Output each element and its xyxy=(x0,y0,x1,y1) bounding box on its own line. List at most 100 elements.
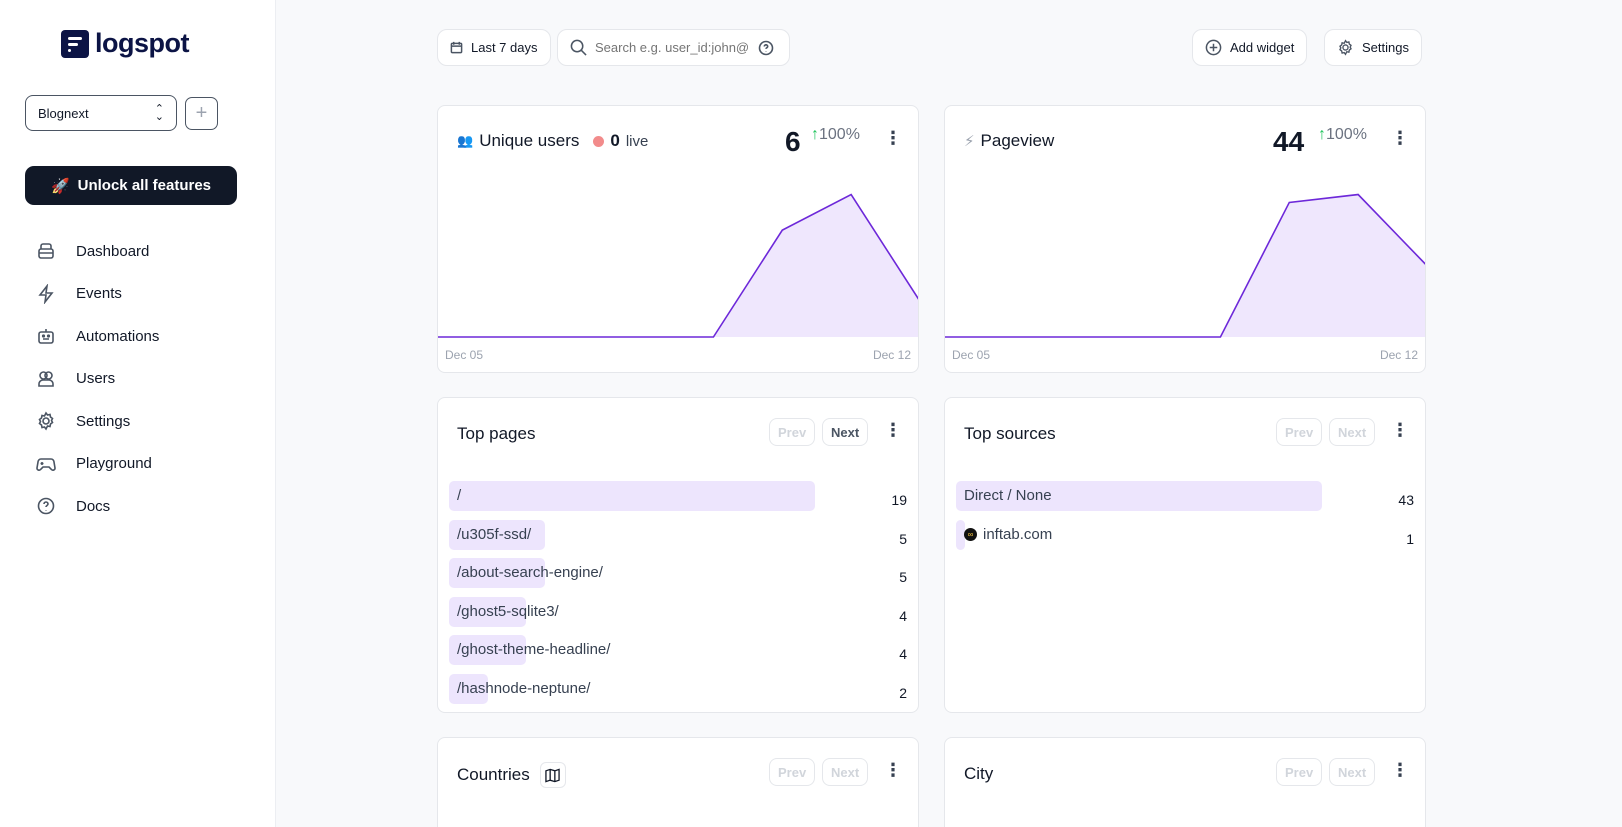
item-label: Direct / None xyxy=(964,487,1052,504)
sidebar-item-events[interactable]: Events xyxy=(36,273,159,316)
more-options-icon[interactable]: ⋮ xyxy=(1391,420,1409,440)
pageview-widget: ⚡︎ Pageview 44 ↑100% ⋮ Dec 05 Dec 12 xyxy=(944,105,1426,373)
item-label-text: /about-search-engine/ xyxy=(457,564,603,581)
sidebar-item-automations[interactable]: Automations xyxy=(36,315,159,358)
settings-label: Settings xyxy=(1362,40,1409,55)
total-value: 6 xyxy=(785,126,801,157)
list-item[interactable]: /ghost-theme-headline/ 4 xyxy=(449,635,907,674)
list-item[interactable]: /ghost5-sqlite3/ 4 xyxy=(449,596,907,636)
list-item[interactable]: ∞ inftab.com 1 xyxy=(956,519,1414,559)
users-area-chart xyxy=(438,193,918,338)
logo[interactable]: logspot xyxy=(61,28,189,59)
sidebar-item-dashboard[interactable]: Dashboard xyxy=(36,230,159,273)
users-icon: 👥 xyxy=(457,133,474,148)
prev-button[interactable]: Prev xyxy=(1276,758,1323,786)
widget-title: ⚡︎ Pageview xyxy=(964,131,1054,151)
top-pages-widget: Top pages Prev Next ⋮ / 19 /u305f-ssd/ 5… xyxy=(437,397,919,713)
nav-label: Settings xyxy=(76,412,131,430)
item-label: /ghost-theme-headline/ xyxy=(457,641,610,658)
more-options-icon[interactable]: ⋮ xyxy=(1391,128,1409,148)
widget-title: City xyxy=(964,764,994,783)
item-value: 4 xyxy=(899,607,907,624)
item-value: 43 xyxy=(1398,492,1414,508)
list-item[interactable]: /hashnode-neptune/ 2 xyxy=(449,673,907,713)
prev-button[interactable]: Prev xyxy=(769,418,816,446)
change-value: 100% xyxy=(819,126,860,143)
add-widget-label: Add widget xyxy=(1230,40,1295,55)
next-button[interactable]: Next xyxy=(822,758,869,786)
list-item[interactable]: /u305f-ssd/ 5 xyxy=(449,519,907,559)
pageview-area-chart xyxy=(945,193,1425,338)
item-label: /u305f-ssd/ xyxy=(457,526,531,543)
list-item[interactable]: / 19 xyxy=(449,481,907,520)
search-box[interactable] xyxy=(557,29,790,66)
value-bar xyxy=(449,596,527,627)
prev-button[interactable]: Prev xyxy=(1276,418,1323,446)
nav-label: Dashboard xyxy=(76,242,150,260)
x-axis-start: Dec 05 xyxy=(445,348,484,362)
rocket-icon: 🚀 xyxy=(50,177,70,195)
date-range-button[interactable]: Last 7 days xyxy=(437,29,551,66)
users-icon xyxy=(38,370,54,387)
sidebar-item-playground[interactable]: Playground xyxy=(36,443,159,486)
nav-label: Automations xyxy=(76,327,160,345)
help-icon xyxy=(37,497,55,515)
item-label: /hashnode-neptune/ xyxy=(457,680,590,697)
item-label: /ghost5-sqlite3/ xyxy=(457,603,559,620)
list-item[interactable]: /about-search-engine/ 5 xyxy=(449,558,907,597)
more-options-icon[interactable]: ⋮ xyxy=(884,760,902,780)
total-value: 44 xyxy=(1273,126,1305,157)
list-item[interactable]: Direct / None 43 xyxy=(956,481,1414,520)
item-label: /about-search-engine/ xyxy=(457,564,603,581)
next-button[interactable]: Next xyxy=(1329,418,1376,446)
item-label-text: Direct / None xyxy=(964,487,1052,504)
nav-label: Docs xyxy=(76,497,111,515)
chevron-updown-icon: ⌃ ⌄ xyxy=(154,103,164,123)
prev-button[interactable]: Prev xyxy=(769,758,816,786)
unlock-label: Unlock all features xyxy=(77,177,212,194)
unique-users-widget: 👥 Unique users 0 live 6 ↑100% ⋮ Dec 05 Dec… xyxy=(437,105,919,373)
more-options-icon[interactable]: ⋮ xyxy=(884,420,902,440)
add-widget-button[interactable]: Add widget xyxy=(1192,29,1308,66)
item-value: 5 xyxy=(899,569,907,585)
x-axis-end: Dec 12 xyxy=(872,348,911,362)
change-indicator: ↑100% xyxy=(811,126,860,144)
sidebar-item-settings[interactable]: Settings xyxy=(36,400,159,443)
arrow-up-icon: ↑ xyxy=(1318,126,1326,143)
arrow-up-icon: ↑ xyxy=(811,126,819,143)
help-icon[interactable] xyxy=(758,40,774,56)
title-text: Pageview xyxy=(980,131,1055,150)
unlock-features-button[interactable]: 🚀 Unlock all features xyxy=(25,166,237,205)
sidebar-item-users[interactable]: Users xyxy=(36,358,159,401)
settings-button[interactable]: Settings xyxy=(1324,29,1422,66)
next-button[interactable]: Next xyxy=(1329,758,1376,786)
more-options-icon[interactable]: ⋮ xyxy=(1391,760,1409,780)
project-select[interactable]: Blognext ⌃ ⌄ xyxy=(25,95,177,131)
value-bar xyxy=(449,673,488,704)
item-value: 5 xyxy=(899,530,907,547)
value-bar xyxy=(449,519,546,550)
search-input[interactable] xyxy=(595,40,750,55)
change-indicator: ↑100% xyxy=(1318,126,1367,144)
map-icon[interactable] xyxy=(539,762,566,788)
site-favicon-icon: ∞ xyxy=(964,527,977,541)
live-count: 0 xyxy=(610,131,620,150)
item-value: 2 xyxy=(899,684,907,701)
value-bar xyxy=(449,558,546,588)
next-button[interactable]: Next xyxy=(822,418,869,446)
value-bar xyxy=(449,635,527,665)
title-text: Unique users xyxy=(479,131,580,150)
item-label: / xyxy=(457,487,461,504)
add-project-button[interactable]: + xyxy=(185,97,218,130)
sidebar-item-docs[interactable]: Docs xyxy=(36,485,159,528)
series-line xyxy=(438,193,918,338)
series-area xyxy=(945,194,1425,337)
widget-title: Top pages xyxy=(457,424,536,443)
nav-label: Users xyxy=(76,370,116,388)
bolt-icon: ⚡︎ xyxy=(964,133,975,150)
item-label-text: /ghost-theme-headline/ xyxy=(457,641,611,658)
more-options-icon[interactable]: ⋮ xyxy=(884,128,902,148)
city-widget: City Prev Next ⋮ xyxy=(944,737,1426,827)
dashboard-icon xyxy=(38,243,54,260)
gear-icon xyxy=(38,411,54,431)
